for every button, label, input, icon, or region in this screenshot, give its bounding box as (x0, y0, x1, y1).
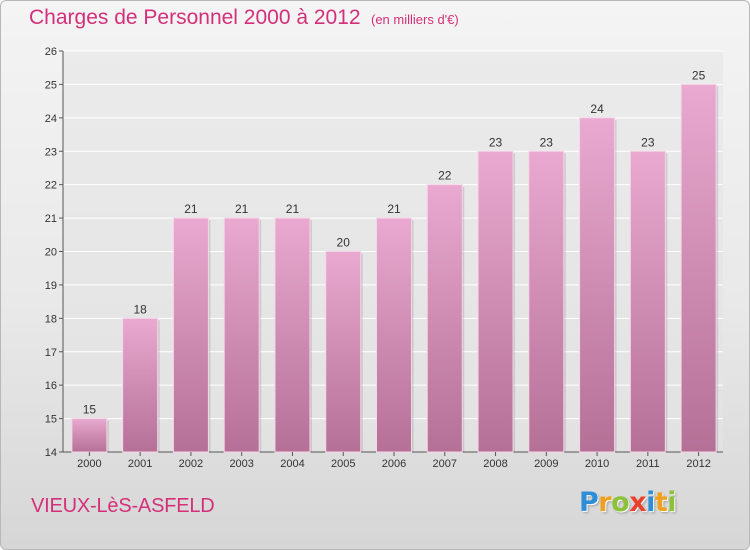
bar (325, 251, 362, 453)
bar (172, 217, 209, 453)
data-label: 21 (235, 202, 249, 216)
data-label: 23 (540, 135, 554, 149)
data-label: 15 (83, 403, 97, 417)
logo-letter: r (598, 487, 612, 518)
logo-letter: t (654, 487, 668, 518)
location-name: VIEUX-LèS-ASFELD (31, 495, 215, 517)
logo-letter: i (667, 487, 677, 518)
x-tick-label: 2009 (534, 458, 558, 470)
x-tick-label: 2000 (77, 458, 101, 470)
x-tick-label: 2011 (636, 458, 660, 470)
logo-letter: i (646, 487, 655, 518)
bar (680, 83, 717, 453)
x-tick-label: 2006 (382, 458, 406, 470)
y-tick-label: 20 (45, 247, 57, 259)
chart-title: Charges de Personnel 2000 à 2012 (29, 6, 361, 29)
data-label: 23 (641, 135, 655, 149)
y-tick-label: 15 (45, 414, 57, 426)
bar (223, 217, 260, 453)
y-tick-label: 25 (45, 79, 57, 91)
x-tick-label: 2003 (229, 458, 253, 470)
data-label: 20 (337, 236, 351, 250)
chart-subtitle: (en milliers d'€) (371, 12, 459, 27)
x-tick-label: 2001 (128, 458, 152, 470)
y-tick-label: 22 (45, 180, 57, 192)
x-tick-label: 2008 (483, 458, 507, 470)
x-tick-label: 2005 (331, 458, 355, 470)
plot-area: 14 15 16 17 18 19 20 21 22 23 24 25 26 15 2000 18 2001 21… (45, 46, 723, 470)
data-label: 21 (286, 202, 300, 216)
data-label: 18 (133, 302, 147, 316)
bar (477, 150, 514, 453)
y-tick-label: 21 (45, 213, 57, 225)
y-tick-label: 18 (45, 313, 57, 325)
logo-letter: x (629, 487, 647, 518)
x-tick-label: 2007 (433, 458, 457, 470)
bar (426, 184, 463, 453)
data-label: 25 (692, 68, 706, 82)
y-tick-label: 23 (45, 146, 57, 158)
bar (629, 150, 666, 453)
x-tick-label: 2002 (179, 458, 203, 470)
y-tick-label: 26 (45, 46, 57, 58)
y-tick-label: 19 (45, 280, 57, 292)
bar (376, 217, 412, 453)
x-tick-label: 2012 (686, 458, 710, 470)
proxiti-logo: Proxiti (579, 487, 677, 518)
data-label: 24 (590, 102, 604, 116)
y-tick-label: 24 (45, 113, 57, 125)
y-tick-label: 17 (45, 347, 57, 359)
bar (122, 317, 159, 453)
bar (71, 418, 108, 453)
data-label: 21 (184, 202, 198, 216)
logo-letter: o (611, 487, 630, 518)
logo-letter: P (579, 487, 599, 518)
y-tick-label: 16 (45, 380, 57, 392)
x-tick-label: 2004 (280, 458, 304, 470)
data-label: 23 (489, 135, 503, 149)
y-tick-label: 14 (45, 447, 57, 459)
data-label: 21 (387, 202, 401, 216)
bar (528, 150, 565, 453)
data-label: 22 (438, 169, 452, 183)
bar (579, 117, 616, 453)
bar (274, 217, 311, 453)
x-tick-label: 2010 (585, 458, 609, 470)
